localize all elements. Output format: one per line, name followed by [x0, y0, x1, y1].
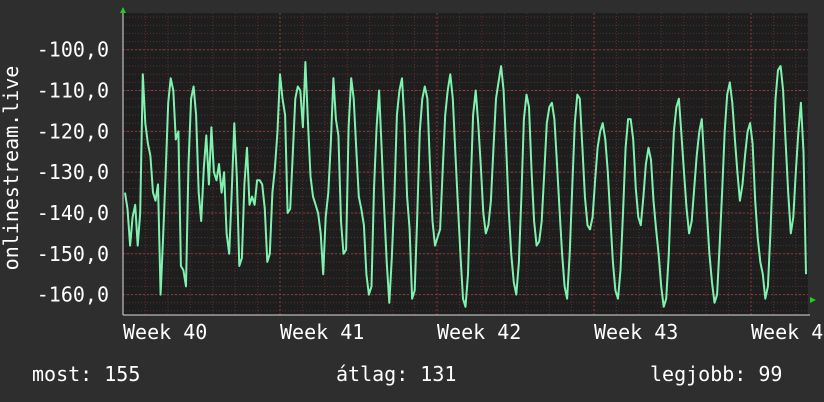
y-tick-label: -130,0	[37, 160, 109, 184]
y-tick-label: -100,0	[37, 38, 109, 62]
y-tick-label: -140,0	[37, 201, 109, 225]
x-tick-label: Week 4	[751, 320, 823, 344]
stat-current: most: 155	[32, 362, 141, 386]
x-axis-arrow	[810, 297, 816, 303]
y-tick-labels: -100,0 -110,0 -120,0 -130,0 -140,0 -150,0 -160…	[37, 38, 109, 307]
y-tick-label: -120,0	[37, 119, 109, 143]
y-tick-label: -150,0	[37, 242, 109, 266]
x-tick-label: Week 41	[280, 320, 364, 344]
stat-best: legjobb: 99	[650, 362, 783, 386]
series-layer	[124, 61, 807, 308]
y-tick-label: -110,0	[37, 79, 109, 103]
y-tick-label: -160,0	[37, 283, 109, 307]
x-tick-label: Week 42	[437, 320, 521, 344]
x-tick-label: Week 43	[594, 320, 678, 344]
y-axis-arrow	[120, 7, 126, 13]
x-tick-label: Week 40	[123, 320, 207, 344]
axes	[120, 7, 816, 316]
x-tick-labels: Week 40 Week 41 Week 42 Week 43 Week 4	[123, 320, 823, 344]
series-line	[124, 61, 807, 308]
grid	[122, 13, 808, 315]
stat-average: átlag: 131	[336, 362, 457, 386]
y-axis-label: onlinestream.live	[0, 66, 23, 271]
